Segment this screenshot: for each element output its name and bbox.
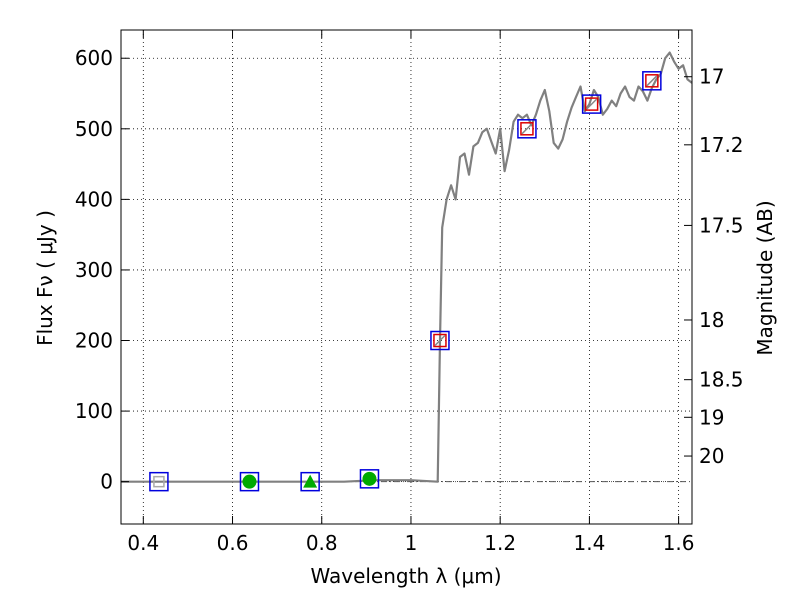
y-tick-label: 300 bbox=[75, 258, 113, 282]
model-box-marker bbox=[581, 94, 602, 114]
plot-area: 0.4 0.6 0.8 1 1.2 1.4 1.6 0 100 200 300 400 500 600 17… bbox=[75, 29, 744, 555]
data-box-slash bbox=[521, 123, 533, 135]
y2-tick-label: 17 bbox=[699, 65, 724, 89]
model-box-marker bbox=[239, 471, 260, 492]
data-box-marker bbox=[433, 333, 447, 348]
y-tick-label: 200 bbox=[75, 329, 113, 353]
plot-background bbox=[121, 30, 692, 524]
series-group bbox=[121, 51, 692, 492]
model-box-marker bbox=[300, 471, 320, 492]
y2-tick-label: 20 bbox=[699, 444, 724, 468]
y-tick-label: 0 bbox=[100, 470, 113, 494]
model-box-marker bbox=[430, 330, 450, 351]
data-box-slash bbox=[646, 75, 658, 87]
measured-point-triangle bbox=[303, 474, 318, 488]
y2-tick-label: 17.5 bbox=[699, 213, 744, 237]
x-tick-label: 1.2 bbox=[484, 531, 516, 555]
y2-tick-label: 19 bbox=[699, 405, 724, 429]
y2-axis-label: Magnitude (AB) bbox=[753, 200, 777, 355]
x-tick-label: 0.8 bbox=[306, 531, 338, 555]
x-tick-label: 1 bbox=[405, 531, 418, 555]
y2-tick-label: 17.2 bbox=[699, 133, 744, 157]
measured-point-circle bbox=[242, 474, 257, 489]
spectrum-line bbox=[121, 51, 692, 483]
data-box-marker bbox=[645, 74, 659, 88]
model-box-marker bbox=[359, 469, 380, 489]
y-tick-label: 600 bbox=[75, 46, 113, 70]
measured-point-circle bbox=[362, 471, 377, 486]
data-box-slash bbox=[586, 98, 598, 110]
y-tick-label: 500 bbox=[75, 117, 113, 141]
x-tick-label: 0.6 bbox=[217, 531, 249, 555]
y-tick-label: 400 bbox=[75, 187, 113, 211]
y2-tick-label: 18.5 bbox=[699, 368, 744, 392]
data-box-marker bbox=[584, 97, 599, 111]
x-tick-label: 1.6 bbox=[663, 531, 695, 555]
model-box-marker bbox=[149, 471, 169, 492]
axes-frame bbox=[120, 29, 693, 525]
y-axis-label: Flux Fν ( μJy ) bbox=[33, 210, 57, 346]
model-box-marker bbox=[642, 71, 662, 91]
y-tick-label: 100 bbox=[75, 399, 113, 423]
upper-limit-marker bbox=[153, 475, 165, 488]
x-axis-label: Wavelength λ (μm) bbox=[310, 564, 501, 588]
model-box-marker bbox=[517, 119, 537, 139]
x-tick-label: 0.4 bbox=[127, 531, 159, 555]
data-box-marker bbox=[520, 122, 534, 136]
data-box-slash bbox=[434, 334, 446, 347]
x-tick-label: 1.4 bbox=[573, 531, 605, 555]
y2-tick-label: 18 bbox=[699, 308, 724, 332]
